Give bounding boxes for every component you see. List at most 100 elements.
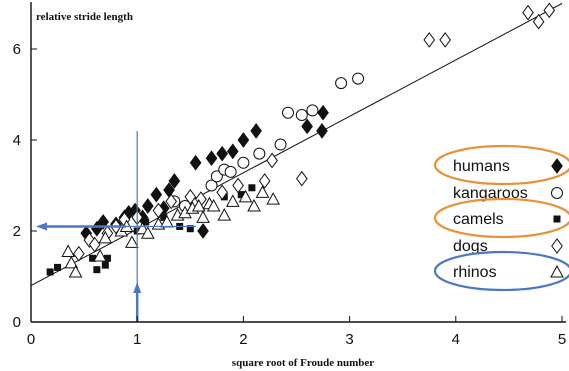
legend-highlight-humans <box>433 144 569 186</box>
rhinos-point <box>125 235 139 248</box>
camels-point <box>89 254 97 262</box>
dogs-point <box>522 4 534 21</box>
humans-point <box>226 143 239 160</box>
humans-point <box>216 145 228 162</box>
x-tick-label: 0 <box>27 331 35 348</box>
rhinos-point <box>61 244 76 257</box>
y-axis-title: relative stride length <box>36 11 133 23</box>
rhinos-point <box>247 198 261 212</box>
legend-label-dogs: dogs <box>453 238 488 255</box>
kangaroos-point <box>282 106 295 119</box>
reference-lines-layer <box>36 131 196 322</box>
legend-marker-rhinos <box>550 264 564 278</box>
legend: humans kangaroos camels dogs rhinos <box>433 144 569 292</box>
y-tick-label: 4 <box>13 132 21 149</box>
humans-point <box>237 132 250 148</box>
humans-point <box>316 123 328 139</box>
rhinos-point <box>217 208 232 221</box>
humans-point <box>97 214 110 230</box>
humans-point <box>301 118 313 135</box>
kangaroos-point <box>335 77 348 90</box>
kangaroos-point <box>237 156 250 169</box>
kangaroos-point <box>205 179 218 192</box>
kangaroos-point <box>352 72 365 85</box>
dogs-point <box>184 189 197 205</box>
x-tick-label: 1 <box>133 331 141 348</box>
up-arrow-head <box>133 282 142 293</box>
rhinos-point <box>191 198 206 212</box>
humans-point <box>150 186 163 203</box>
dogs-point <box>216 184 228 201</box>
rhinos-point <box>266 192 280 205</box>
ticks-layer: 0 1 2 3 4 5 0 2 4 6 <box>13 41 567 348</box>
kangaroos-point <box>253 147 266 160</box>
rhinos-point <box>68 264 83 278</box>
camels-point <box>54 263 62 271</box>
kangaroos-point <box>306 104 319 117</box>
camels-point <box>46 268 54 276</box>
y-tick-label: 0 <box>13 314 21 331</box>
axes-layer <box>30 2 566 323</box>
dogs-point <box>295 170 308 187</box>
rhinos-point <box>140 226 155 239</box>
rhinos-point <box>255 185 270 198</box>
legend-highlight-camels <box>433 197 569 239</box>
left-arrow-head <box>36 222 47 231</box>
rhinos-point <box>238 189 253 203</box>
rhinos-point <box>98 230 113 244</box>
rhinos-point <box>206 198 221 212</box>
dogs-point <box>266 152 278 169</box>
rhinos-point <box>64 255 79 269</box>
camels-point <box>93 266 101 274</box>
dogs-point <box>543 2 556 19</box>
humans-point <box>197 223 209 239</box>
x-tick-label: 4 <box>452 331 460 348</box>
camels-point <box>142 218 150 226</box>
humans-point <box>317 104 329 121</box>
dogs-point <box>165 193 178 210</box>
kangaroos-point <box>210 170 223 183</box>
rhinos-point <box>225 194 240 207</box>
kangaroos-point <box>295 108 308 121</box>
dogs-point <box>423 32 436 48</box>
camels-point <box>103 254 111 262</box>
humans-point <box>250 123 262 139</box>
x-tick-label: 2 <box>239 331 247 348</box>
legend-marker-humans <box>551 158 563 174</box>
camels-point <box>237 191 245 199</box>
legend-label-kangaroos: kangaroos <box>453 185 528 202</box>
x-axis-title: square root of Froude number <box>232 357 375 369</box>
regression-line <box>30 3 563 287</box>
rhinos-point <box>93 248 107 262</box>
dogs-point <box>532 13 545 30</box>
dogs-point <box>72 245 85 262</box>
camels-point <box>101 261 109 269</box>
fit-line-layer <box>30 3 563 287</box>
legend-highlight-rhinos <box>433 250 569 292</box>
legend-label-rhinos: rhinos <box>453 264 497 281</box>
legend-marker-dogs <box>551 238 563 254</box>
legend-marker-camels <box>553 215 561 223</box>
rhinos-point <box>196 210 210 223</box>
legend-label-humans: humans <box>453 158 510 175</box>
dogs-point <box>232 177 244 194</box>
humans-point <box>205 150 218 167</box>
camels-point <box>186 225 194 233</box>
dogs-point <box>439 32 452 48</box>
x-tick-label: 3 <box>345 331 353 348</box>
y-tick-label: 6 <box>13 41 21 58</box>
kangaroos-point <box>224 165 237 178</box>
humans-point <box>168 173 181 189</box>
legend-label-camels: camels <box>453 211 504 228</box>
kangaroos-point <box>274 138 287 151</box>
y-tick-label: 2 <box>13 223 21 240</box>
humans-point <box>141 198 154 214</box>
camels-point <box>248 184 256 192</box>
dogs-point <box>88 236 101 253</box>
camels-point <box>160 213 168 221</box>
legend-marker-kangaroos <box>551 187 563 199</box>
dogs-point <box>258 173 271 189</box>
x-tick-label: 5 <box>558 331 566 348</box>
humans-point <box>189 154 202 171</box>
